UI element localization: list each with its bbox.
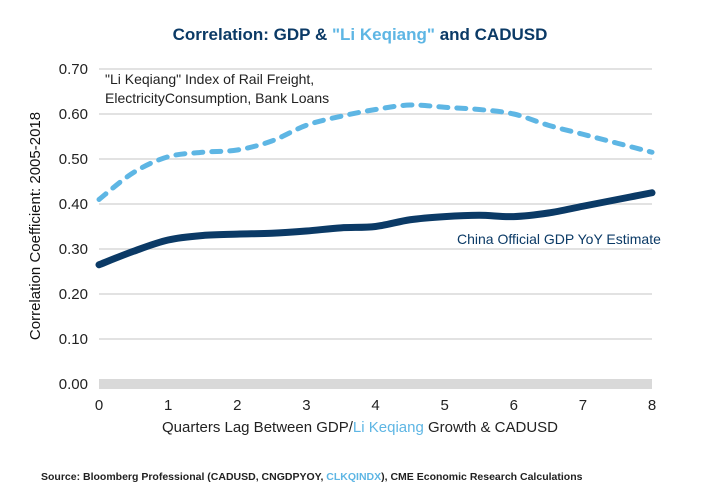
- title-part: and CADUSD: [435, 25, 547, 44]
- x-tick-label: 8: [648, 397, 656, 414]
- annotation-line: China Official GDP YoY Estimate: [457, 231, 661, 247]
- source-part: ), CME Economic Research Calculations: [381, 471, 582, 483]
- y-tick-label: 0.00: [59, 376, 88, 393]
- y-tick-labels: 0.00 0.10 0.20 0.30 0.40 0.50 0.60 0.70: [59, 61, 88, 393]
- x-tick-label: 3: [302, 397, 310, 414]
- x-axis-label-part: Quarters Lag Between GDP/: [162, 419, 354, 436]
- x-tick-label: 0: [95, 397, 103, 414]
- zero-baseline-band: [99, 379, 652, 389]
- annotation-li-keqiang: "Li Keqiang" Index of Rail Freight, Elect…: [105, 71, 329, 106]
- series-line-gdp: [95, 189, 656, 269]
- x-tick-labels: 0 1 2 3 4 5 6 7 8: [95, 397, 656, 414]
- source-part: CLKQINDX: [326, 471, 381, 483]
- chart-title: Correlation: GDP & "Li Keqiang" and CADU…: [173, 25, 548, 44]
- title-part: "Li Keqiang": [332, 25, 435, 44]
- y-tick-label: 0.10: [59, 331, 88, 348]
- y-tick-label: 0.50: [59, 151, 88, 168]
- y-tick-label: 0.20: [59, 286, 88, 303]
- y-tick-label: 0.40: [59, 196, 88, 213]
- series-line-li-keqiang: [96, 102, 655, 202]
- x-tick-label: 7: [579, 397, 587, 414]
- annotation-line: ElectricityConsumption, Bank Loans: [105, 90, 329, 106]
- x-axis-label: Quarters Lag Between GDP/Li Keqiang Grow…: [162, 419, 558, 436]
- x-tick-label: 6: [510, 397, 518, 414]
- y-axis-label: Correlation Coefficient: 2005-2018: [27, 112, 44, 340]
- series-lines: [95, 102, 656, 269]
- x-tick-label: 1: [164, 397, 172, 414]
- x-axis-label-part: Growth & CADUSD: [424, 419, 558, 436]
- y-tick-label: 0.30: [59, 241, 88, 258]
- title-part: Correlation: GDP &: [173, 25, 332, 44]
- y-tick-label: 0.70: [59, 61, 88, 78]
- x-tick-label: 2: [233, 397, 241, 414]
- annotation-line: "Li Keqiang" Index of Rail Freight,: [105, 71, 314, 87]
- annotation-gdp: China Official GDP YoY Estimate: [457, 231, 661, 247]
- y-tick-label: 0.60: [59, 106, 88, 123]
- x-tick-label: 4: [371, 397, 379, 414]
- source-note: Source: Bloomberg Professional (CADUSD, …: [41, 471, 583, 483]
- x-axis-label-part: Li Keqiang: [353, 419, 424, 436]
- gridlines: [99, 68, 652, 389]
- x-tick-label: 5: [440, 397, 448, 414]
- source-part: Source: Bloomberg Professional (CADUSD, …: [41, 471, 326, 483]
